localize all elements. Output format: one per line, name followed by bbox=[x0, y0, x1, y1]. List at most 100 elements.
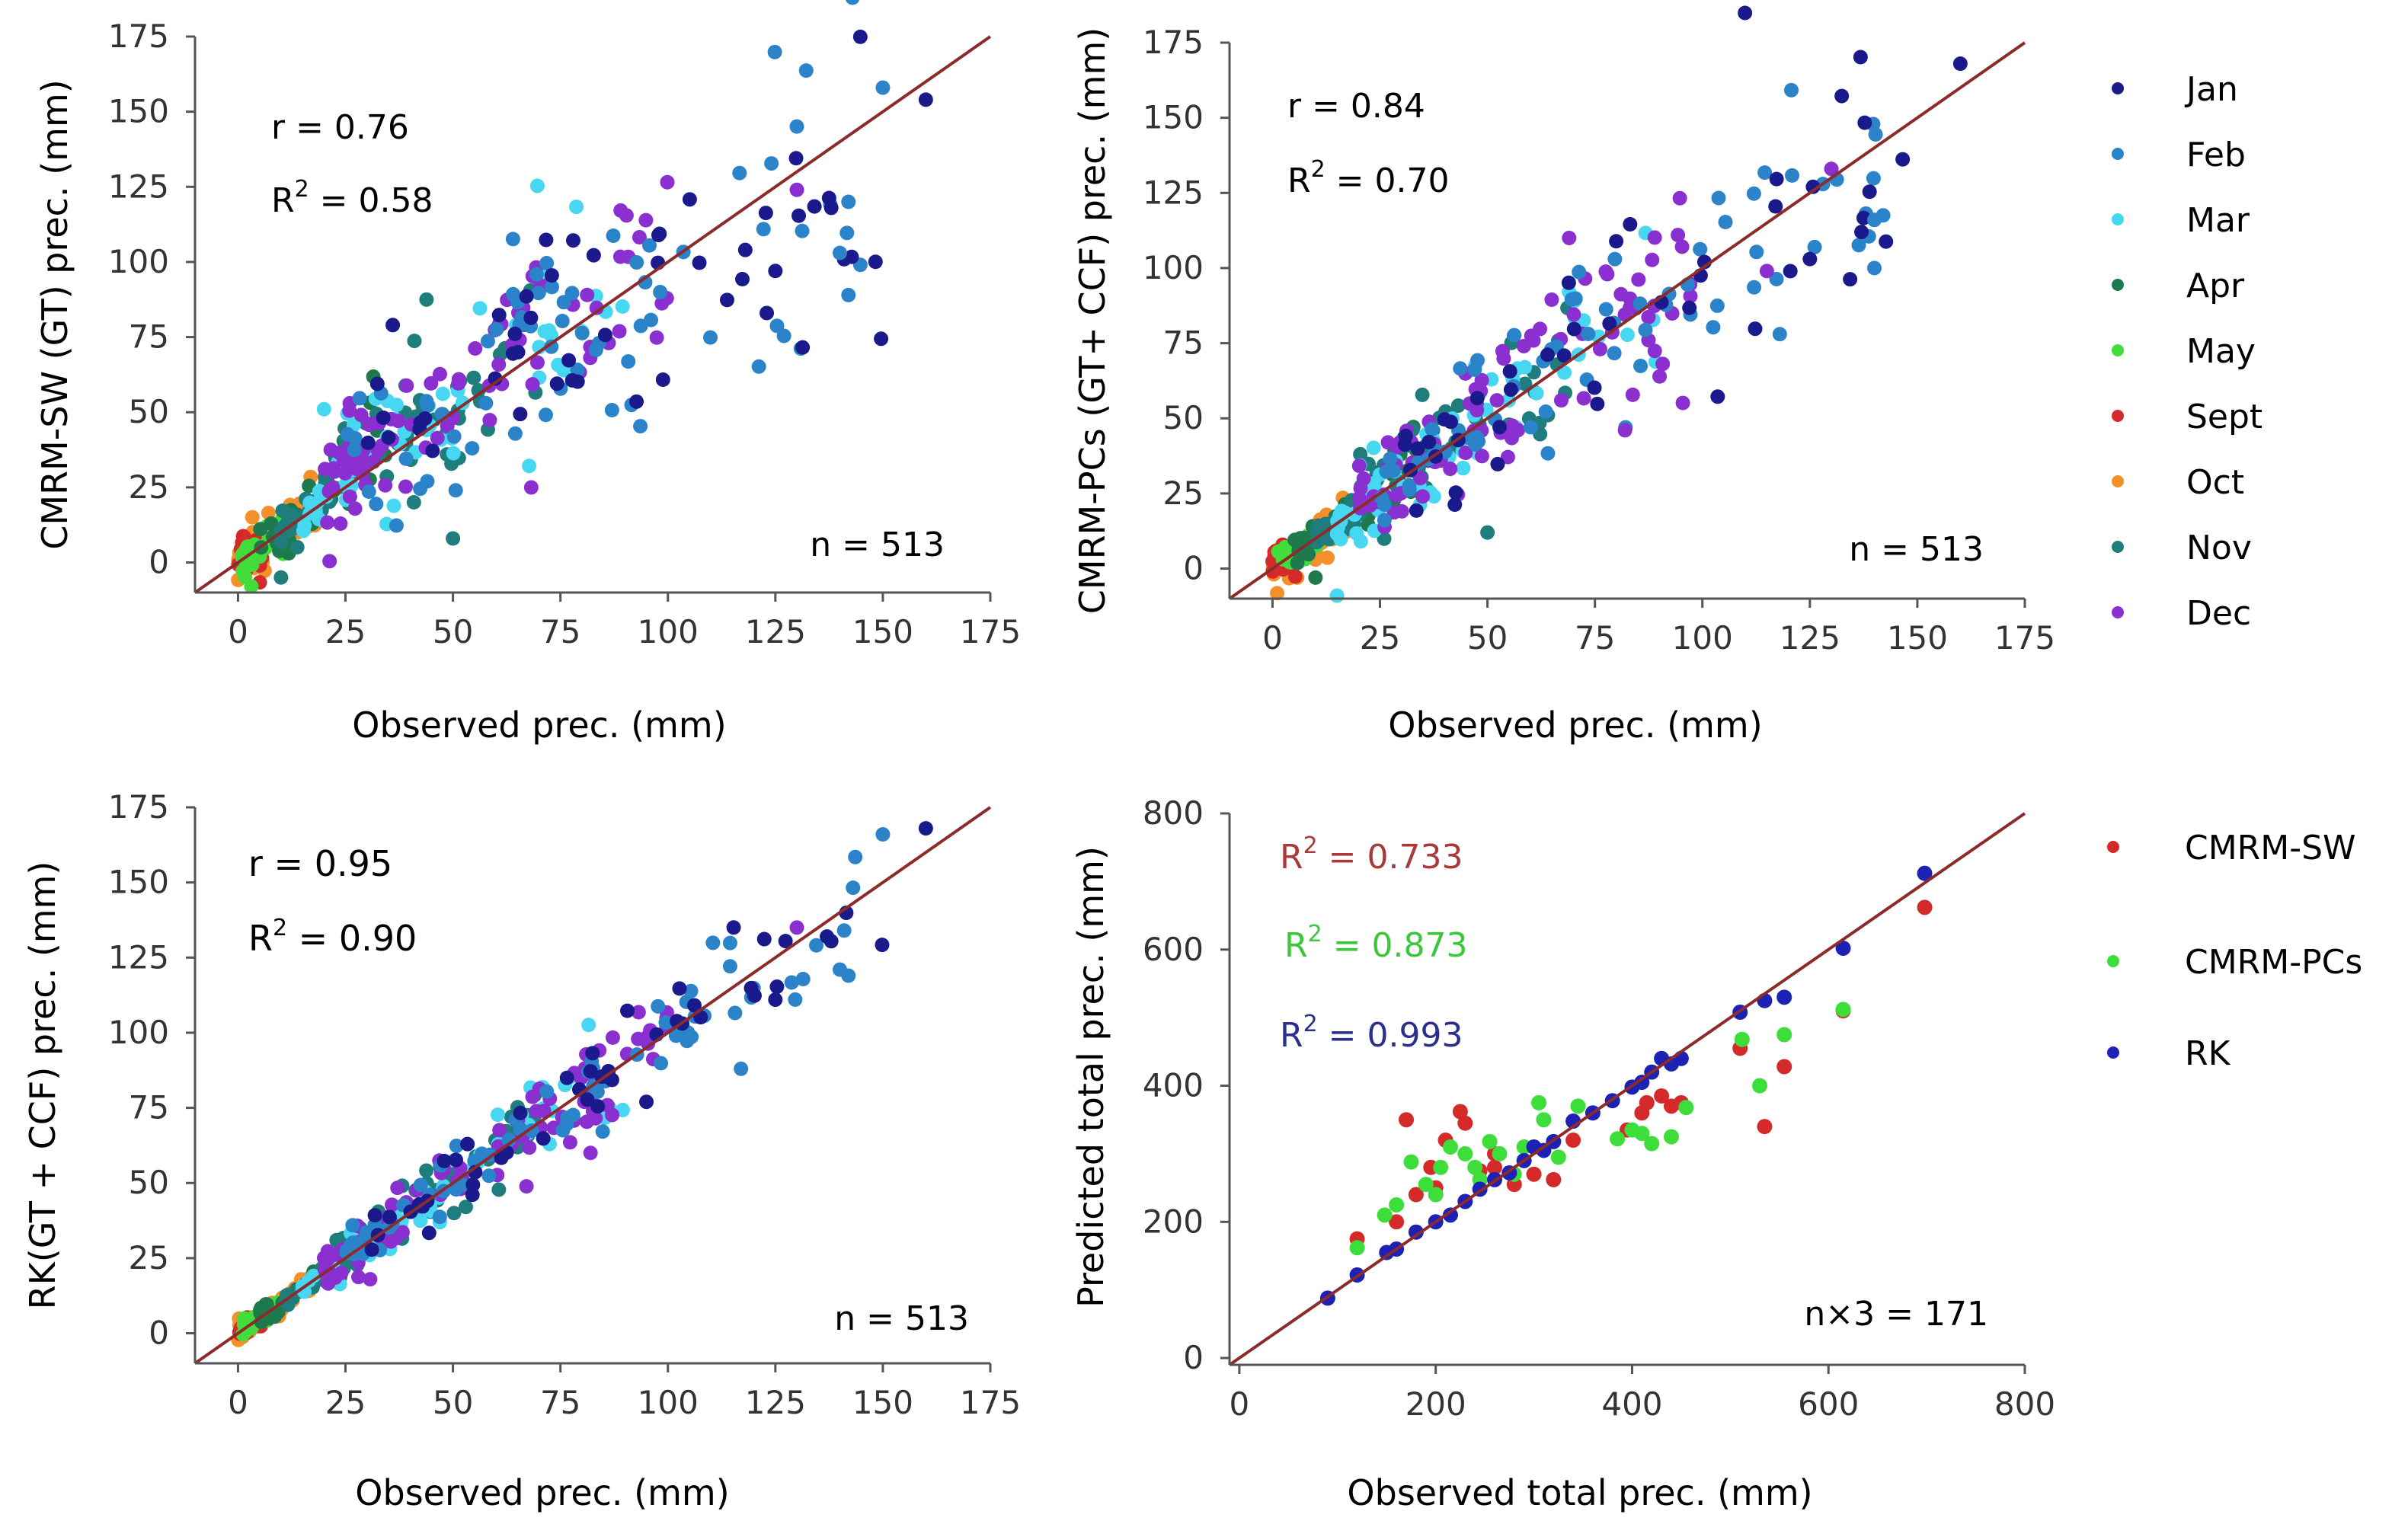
point-mar bbox=[435, 386, 450, 401]
point-jan bbox=[823, 200, 839, 216]
point-jan bbox=[769, 979, 785, 995]
point-dec bbox=[385, 1197, 400, 1213]
point-jan bbox=[820, 929, 835, 944]
point-jan bbox=[491, 308, 507, 323]
y-tick-label: 200 bbox=[1143, 1203, 1204, 1240]
x-tick-label: 400 bbox=[1601, 1385, 1662, 1423]
point-feb bbox=[789, 119, 804, 134]
point-jan bbox=[570, 374, 585, 389]
point-feb bbox=[841, 968, 856, 983]
point-jan bbox=[1682, 300, 1697, 315]
point-nov bbox=[1353, 446, 1368, 462]
point-jan bbox=[1609, 234, 1624, 249]
point-feb bbox=[481, 1168, 497, 1184]
point-jan bbox=[536, 1131, 551, 1146]
point-cmrm-pcs bbox=[1531, 1094, 1546, 1110]
panel-cmrm-pcs: 0 0 25 25 50 50 75 75 100 100 125 125 150 150 175 175 C… bbox=[1072, 5, 2055, 746]
point-jan bbox=[1623, 217, 1638, 232]
point-dec bbox=[605, 1107, 620, 1123]
point-jan bbox=[580, 1092, 595, 1107]
point-dec bbox=[1533, 321, 1548, 337]
point-dec bbox=[1500, 449, 1515, 465]
point-jan bbox=[756, 931, 772, 947]
point-dec bbox=[638, 212, 654, 228]
point-feb bbox=[1523, 420, 1538, 435]
point-dec bbox=[320, 515, 335, 530]
point-dec bbox=[317, 1261, 332, 1276]
point-may bbox=[1274, 543, 1290, 558]
point-feb bbox=[531, 286, 546, 301]
point-mar bbox=[316, 401, 331, 417]
point-nov bbox=[419, 292, 434, 307]
point-feb bbox=[1568, 291, 1583, 306]
point-nov bbox=[1480, 525, 1495, 540]
point-dec bbox=[1553, 393, 1569, 408]
point-jan bbox=[1834, 88, 1850, 104]
point-feb bbox=[539, 256, 555, 271]
legend-label-cmrm-pcs: CMRM-PCs bbox=[2185, 943, 2362, 982]
r2-annotation-cmrm-sw: R2 = 0.733 bbox=[1280, 832, 1463, 877]
point-feb bbox=[680, 1034, 695, 1049]
y-tick-label: 25 bbox=[129, 1239, 169, 1276]
point-jan bbox=[1409, 503, 1424, 518]
point-mar bbox=[1456, 461, 1471, 476]
point-jan bbox=[565, 233, 580, 248]
point-feb bbox=[574, 325, 590, 340]
point-jan bbox=[597, 327, 612, 343]
point-dec bbox=[1671, 228, 1686, 243]
point-cmrm-pcs bbox=[1634, 1126, 1650, 1142]
scatter-points bbox=[1265, 5, 1968, 603]
point-jan bbox=[507, 326, 523, 341]
point-feb bbox=[875, 80, 891, 95]
r-annotation: r = 0.84 bbox=[1287, 87, 1425, 126]
point-feb bbox=[1851, 238, 1866, 253]
point-jan bbox=[620, 1003, 635, 1018]
point-dec bbox=[399, 378, 414, 393]
point-jan bbox=[381, 430, 396, 445]
point-feb bbox=[764, 156, 779, 171]
point-nov bbox=[275, 503, 290, 519]
point-jan bbox=[1895, 152, 1911, 167]
point-cmrm-sw bbox=[1546, 1171, 1562, 1187]
legend-marker-jan bbox=[2112, 82, 2124, 94]
point-feb bbox=[1507, 327, 1522, 343]
point-feb bbox=[538, 407, 553, 423]
point-dec bbox=[1566, 307, 1581, 322]
y-tick-label: 0 bbox=[149, 1315, 169, 1352]
point-cmrm-sw bbox=[1452, 1104, 1468, 1120]
legend-marker-apr bbox=[2112, 279, 2124, 291]
point-dec bbox=[789, 920, 804, 935]
point-feb bbox=[345, 1235, 360, 1251]
point-apr bbox=[1308, 570, 1323, 585]
point-mar bbox=[615, 299, 630, 314]
point-dec bbox=[1443, 462, 1458, 477]
scatter-points bbox=[231, 0, 933, 594]
x-tick-label: 75 bbox=[1575, 619, 1615, 657]
r-annotation: r = 0.95 bbox=[248, 843, 392, 884]
legend-label-may: May bbox=[2186, 332, 2256, 371]
point-cmrm-pcs bbox=[1752, 1078, 1767, 1094]
point-jan bbox=[918, 92, 933, 107]
point-dec bbox=[389, 1231, 404, 1246]
y-tick-label: 150 bbox=[1143, 99, 1204, 136]
point-feb bbox=[846, 880, 861, 896]
n-annotation: n = 513 bbox=[1849, 530, 1984, 569]
point-nov bbox=[419, 1163, 434, 1178]
point-feb bbox=[1538, 404, 1553, 420]
point-jan bbox=[655, 372, 670, 387]
y-tick-label: 100 bbox=[1143, 249, 1204, 286]
point-jan bbox=[1443, 414, 1458, 430]
point-feb bbox=[846, 0, 860, 5]
point-dec bbox=[492, 1123, 507, 1138]
y-tick-label: 125 bbox=[108, 938, 169, 976]
point-feb bbox=[841, 194, 856, 209]
point-jan bbox=[652, 226, 667, 241]
panel-cmrm-sw: 0 0 25 25 50 50 75 75 100 100 125 125 150 150 175 175 C… bbox=[34, 0, 1021, 746]
n-annotation: n×3 = 171 bbox=[1804, 1295, 1988, 1334]
point-jan bbox=[417, 411, 433, 426]
y-tick-label: 75 bbox=[1163, 324, 1204, 362]
point-nov bbox=[466, 370, 481, 385]
one-to-one-line bbox=[193, 35, 992, 594]
point-feb bbox=[798, 63, 814, 78]
r2-value: = 0.58 bbox=[309, 181, 433, 220]
